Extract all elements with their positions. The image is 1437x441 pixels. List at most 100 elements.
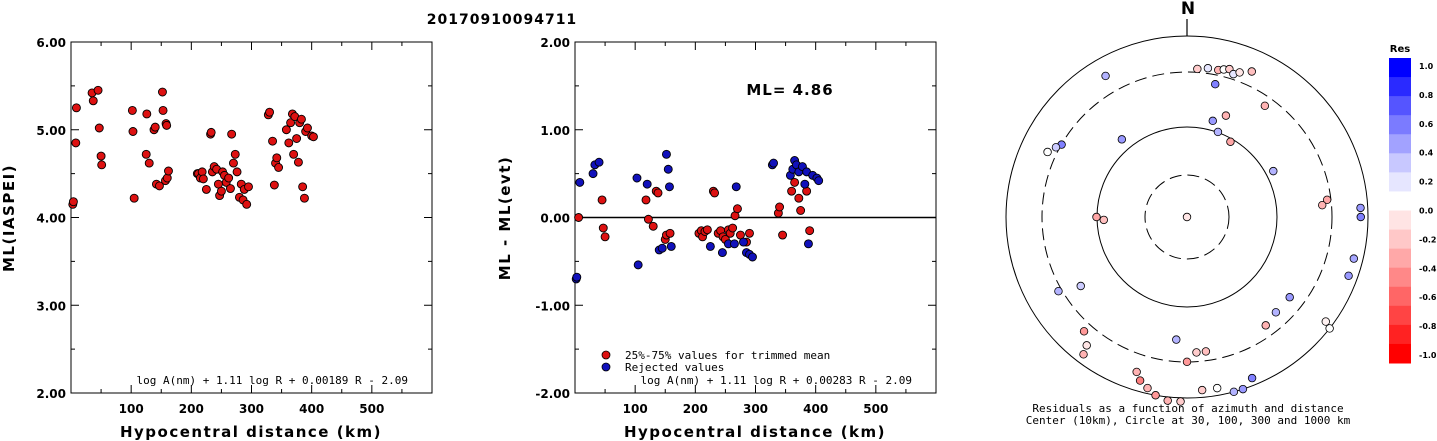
colorbar-label: -0.4 — [1419, 264, 1437, 273]
panel2-ytick-label: 2.00 — [540, 36, 570, 50]
azimuth-station-point — [1321, 317, 1330, 326]
panel2-data-point — [796, 206, 806, 215]
panel2-data-point — [778, 230, 788, 240]
azimuth-station-point — [1213, 127, 1223, 137]
panel1-data-point — [71, 103, 81, 113]
panel1-data-point — [296, 114, 306, 124]
panel1-data-point — [141, 149, 151, 159]
panel1-data-point — [299, 193, 309, 203]
panel1-data-point — [88, 96, 98, 106]
panel1-data-point — [303, 123, 312, 133]
azimuth-station-point — [1203, 64, 1213, 73]
colorbar-label: -0.2 — [1419, 235, 1437, 244]
colorbar-cell — [1389, 153, 1411, 173]
panel1-data-point — [216, 186, 226, 196]
ml-value-label: ML= 4.86 — [746, 81, 833, 99]
azimuth-station-point — [1226, 137, 1235, 146]
azimuth-station-point — [1356, 203, 1365, 213]
panel1-data-point — [158, 105, 168, 115]
panel1-data-point — [93, 85, 103, 95]
panel2-data-point — [805, 226, 815, 236]
panel1-data-point — [230, 149, 240, 159]
panel1-ytick-label: 3.00 — [36, 299, 66, 313]
panel2-data-point — [600, 232, 610, 242]
colorbar-labels: 1.0 0.8 0.6 0.4 0.2 0.0 -0.2 -0.4 -0.6 -0.8 -1.0 — [1419, 62, 1437, 360]
panel1-ticks: 100 200 300 400 500 2.00 3.00 4.00 5.00 6.00 — [36, 36, 432, 416]
panel1-data-point — [144, 158, 154, 168]
azimuth-station-point — [1261, 321, 1270, 330]
azimuth-station-point — [1079, 327, 1089, 336]
azimuth-station-point — [1163, 396, 1172, 405]
colorbar-label: 0.2 — [1419, 178, 1433, 187]
panel2-data-point — [748, 252, 757, 262]
azimuth-station-point — [1260, 101, 1270, 111]
azimuth-station-point — [1208, 116, 1217, 126]
panel2-data-point — [572, 272, 582, 282]
panel1-data-point — [309, 132, 318, 142]
colorbar-cell — [1389, 248, 1411, 269]
outer-circle-1000km — [1005, 35, 1369, 399]
panel1-data-point — [206, 127, 216, 137]
azimuth-station-point — [1043, 147, 1052, 157]
panel2-data-point — [574, 213, 584, 222]
circle-30km — [1144, 174, 1230, 260]
azimuth-station-point — [1117, 135, 1127, 144]
azimuth-station-point — [1269, 166, 1278, 176]
colorbar-label: 0.8 — [1419, 91, 1434, 100]
panel2-ytick-label: -2.00 — [535, 387, 570, 401]
panel1-data-point — [129, 193, 139, 203]
panel2-data-point — [648, 221, 658, 231]
panel1-data-point — [142, 109, 152, 119]
panel1-data-point — [298, 182, 308, 192]
panel2-data-point — [597, 195, 607, 205]
colorbar-cell — [1389, 343, 1411, 364]
azimuth-station-point — [1192, 348, 1201, 357]
colorbar-cell — [1389, 134, 1411, 154]
azimuth-station-point — [1092, 212, 1101, 222]
azimuth-points — [1043, 64, 1365, 406]
azimuth-station-point — [1101, 71, 1110, 81]
colorbar-cell — [1389, 172, 1411, 192]
panel2-xtick-label: 300 — [743, 402, 768, 416]
panel1-data-point — [154, 181, 164, 191]
azimuth-residual-panel: N Residuals as a function of azimuth and… — [1005, 0, 1369, 427]
azimuth-station-point — [1247, 67, 1256, 76]
azimuth-station-point — [1172, 335, 1181, 344]
panel2-data-point — [794, 193, 804, 203]
panel2-data-point — [702, 225, 712, 235]
colorbar-cell — [1389, 96, 1411, 116]
panel2-data-point — [666, 242, 676, 251]
panel2-ytick-label: 1.00 — [540, 124, 570, 138]
panel2-data-point — [790, 177, 800, 187]
panel1-frame — [70, 41, 433, 394]
panel2-xlabel: Hypocentral distance (km) — [624, 423, 886, 441]
panel2-data-point — [717, 248, 727, 258]
azimuth-station-point — [1247, 373, 1257, 383]
panel1-data-point — [158, 87, 167, 97]
caption-line-1: Residuals as a function of azimuth and d… — [1032, 402, 1343, 415]
panel2-xtick-label: 100 — [623, 402, 648, 416]
panel1-data-point — [272, 153, 282, 163]
panel1-data-point — [94, 123, 104, 133]
azimuth-station-point — [1051, 143, 1061, 152]
panel2-data-point — [632, 173, 642, 183]
panel2-data-point — [665, 228, 675, 238]
panel2-data-point — [733, 204, 742, 214]
panel2-data-point — [663, 164, 673, 174]
colorbar-cell — [1389, 286, 1411, 307]
panel1-data-point — [225, 184, 235, 193]
panel1-data-point — [150, 122, 160, 132]
colorbar-label: -0.8 — [1419, 322, 1437, 331]
azimuth-station-point — [1318, 200, 1327, 210]
azimuth-station-point — [1221, 111, 1231, 120]
azimuth-station-point — [1054, 287, 1063, 296]
panel1-data-point — [68, 197, 78, 207]
panel1-data-point — [228, 158, 238, 168]
colorbar-label: 0.4 — [1419, 149, 1434, 158]
panel2-points — [571, 149, 824, 284]
azimuth-station-point — [1201, 347, 1211, 356]
panel2-formula: log A(nm) + 1.11 log R + 0.00283 R - 2.0… — [640, 374, 912, 387]
azimuth-station-point — [1143, 383, 1152, 393]
panel1-data-point — [232, 167, 242, 177]
panel1-ytick-label: 4.00 — [36, 212, 66, 226]
